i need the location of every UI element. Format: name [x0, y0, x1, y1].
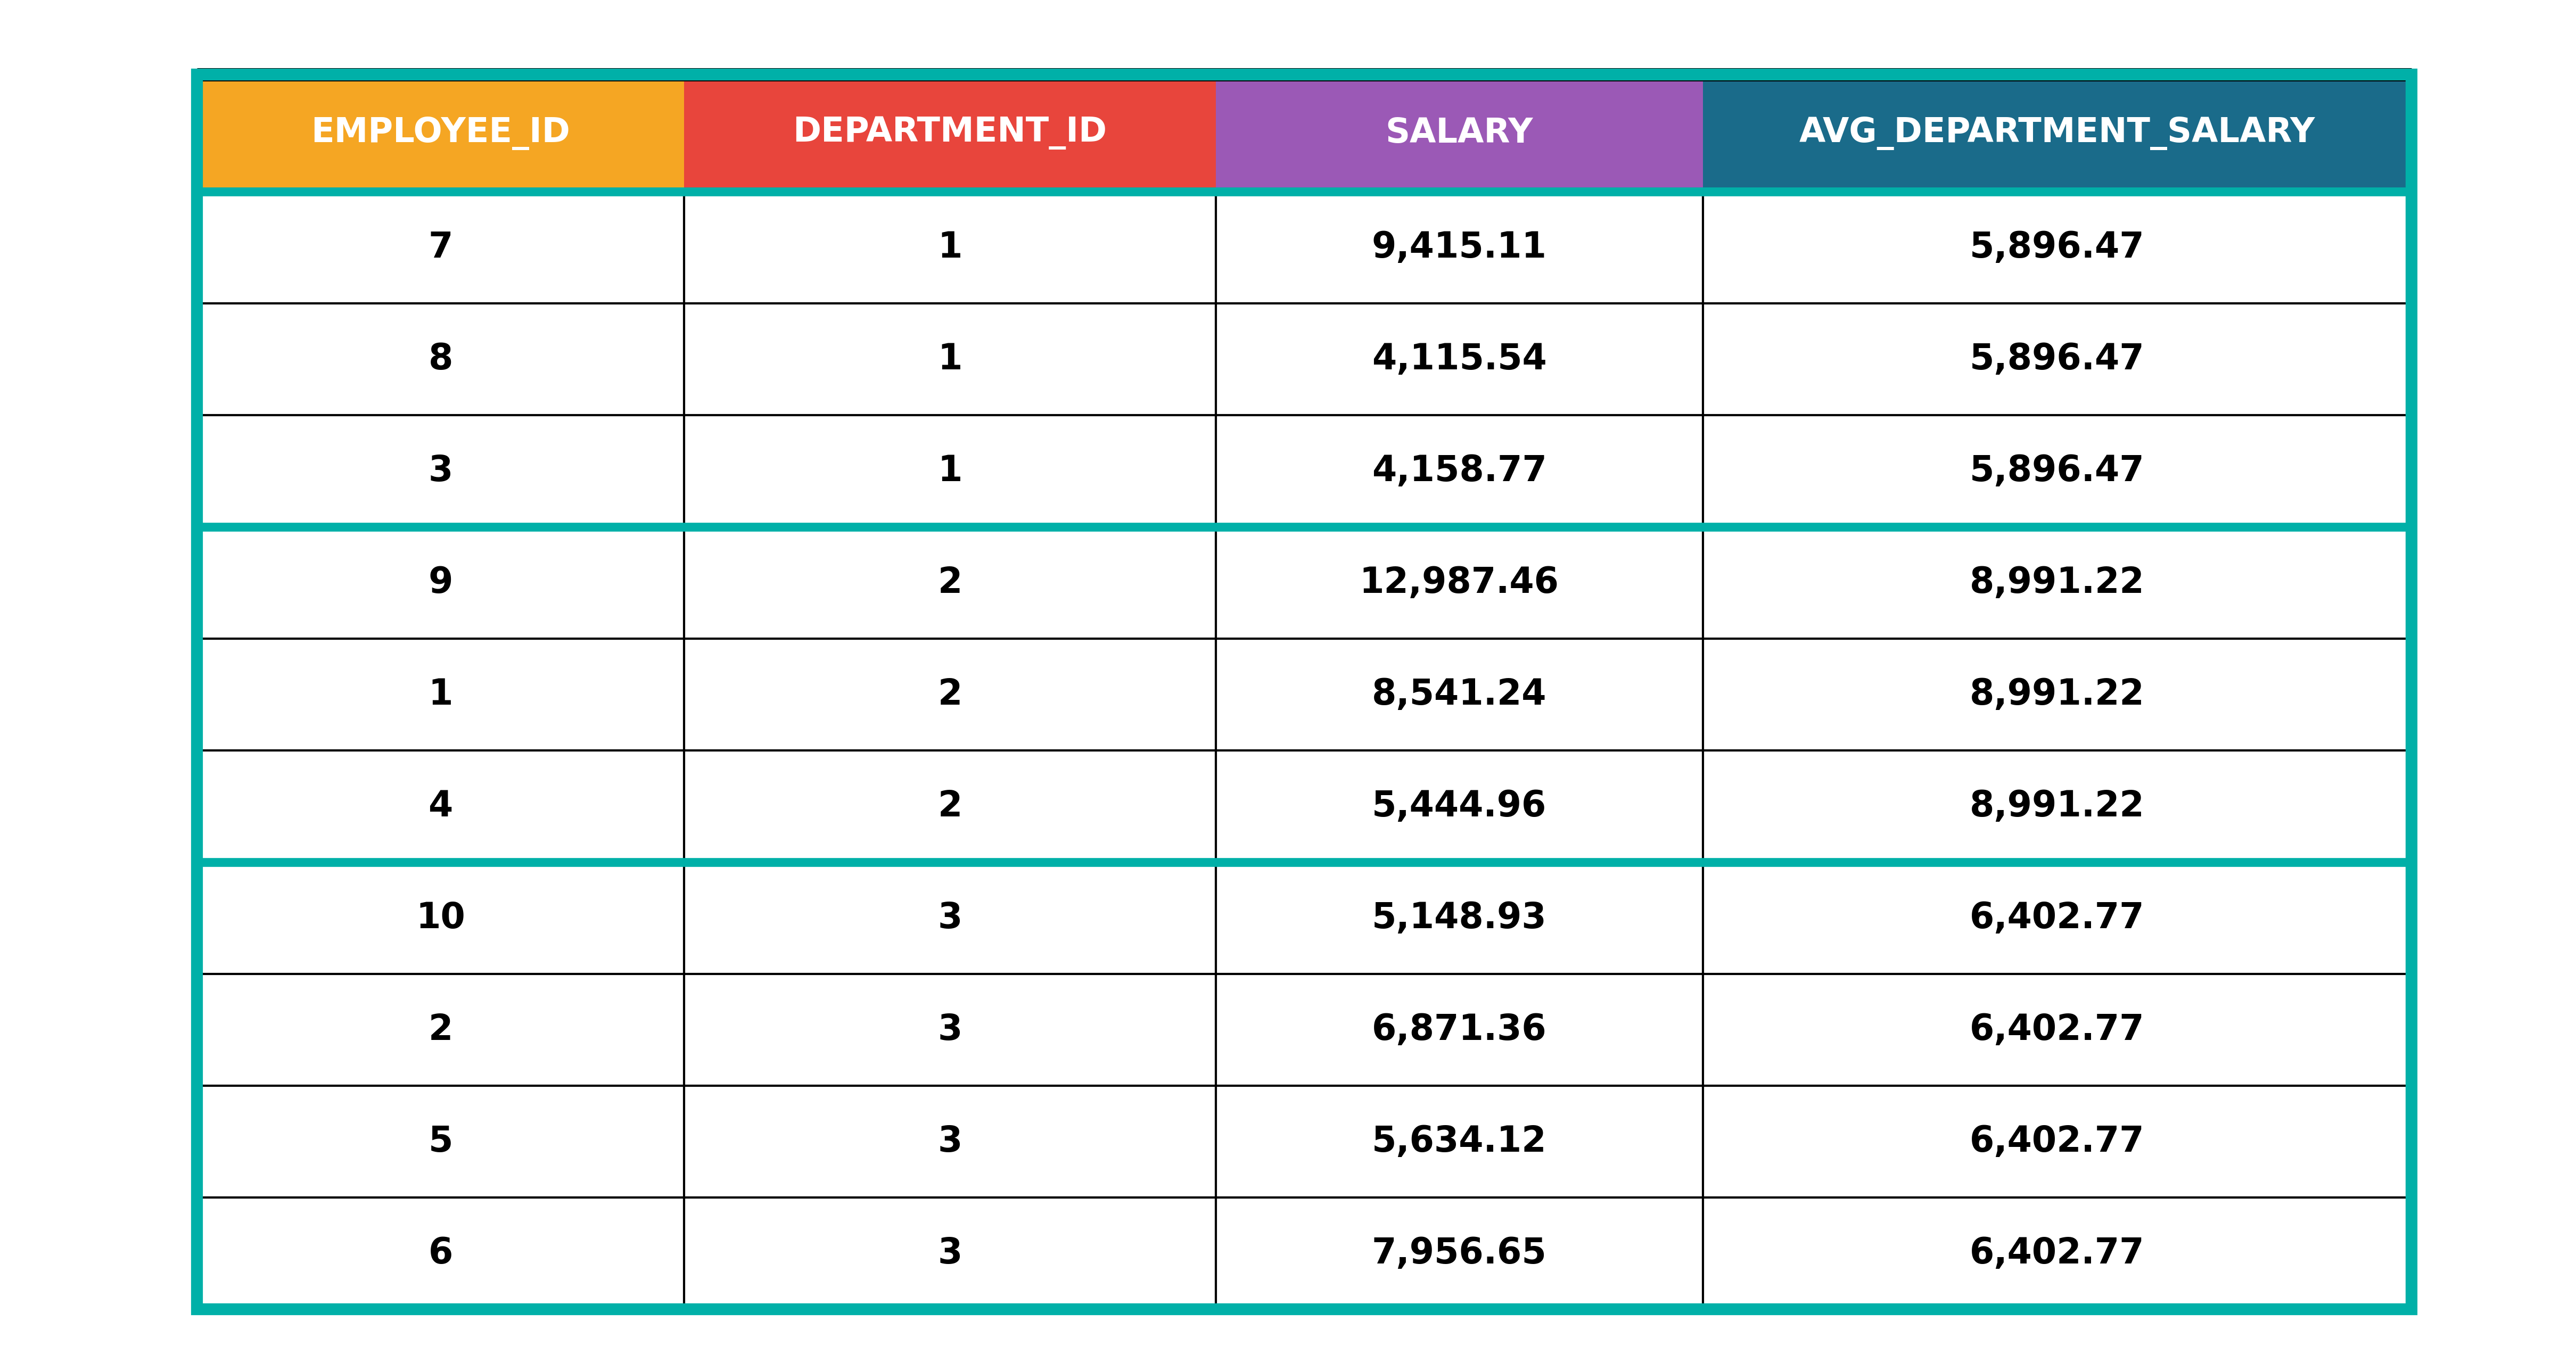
Bar	[1216, 639, 1703, 751]
Text: 5,896.47: 5,896.47	[1971, 342, 2146, 376]
Bar	[1216, 304, 1703, 416]
Bar	[1216, 751, 1703, 863]
Text: 1: 1	[938, 230, 963, 264]
Bar	[1216, 863, 1703, 975]
Text: 6,402.77: 6,402.77	[1971, 1124, 2146, 1159]
Bar	[685, 75, 1216, 192]
Text: 7,956.65: 7,956.65	[1373, 1236, 1546, 1270]
Bar	[1703, 863, 2411, 975]
Bar	[1703, 1198, 2411, 1310]
Text: 1: 1	[938, 342, 963, 376]
Text: 2: 2	[428, 1013, 453, 1047]
Bar	[196, 192, 685, 304]
Bar	[685, 1086, 1216, 1198]
Text: DEPARTMENT_ID: DEPARTMENT_ID	[793, 116, 1108, 150]
Bar	[1703, 192, 2411, 304]
Bar	[685, 527, 1216, 639]
Text: 3: 3	[938, 1124, 963, 1159]
Bar	[196, 639, 685, 751]
Text: 6: 6	[428, 1236, 453, 1270]
Bar	[1703, 751, 2411, 863]
Bar	[1216, 75, 1703, 192]
Text: 8: 8	[428, 342, 453, 376]
Text: 6,402.77: 6,402.77	[1971, 1236, 2146, 1270]
Bar	[1703, 527, 2411, 639]
Bar	[1703, 304, 2411, 416]
Bar	[685, 304, 1216, 416]
Text: 5,896.47: 5,896.47	[1971, 230, 2146, 264]
Text: 5,634.12: 5,634.12	[1373, 1124, 1546, 1159]
Text: 4,158.77: 4,158.77	[1373, 454, 1546, 488]
Bar	[196, 975, 685, 1086]
Bar	[196, 75, 2411, 1310]
Text: 12,987.46: 12,987.46	[1360, 566, 1558, 600]
Bar	[685, 863, 1216, 975]
Bar	[196, 1198, 685, 1310]
Bar	[196, 1086, 685, 1198]
Text: 6,402.77: 6,402.77	[1971, 1013, 2146, 1047]
Bar	[1216, 975, 1703, 1086]
Bar	[196, 863, 685, 975]
Text: 8,991.22: 8,991.22	[1971, 677, 2146, 711]
Text: 5,896.47: 5,896.47	[1971, 454, 2146, 488]
Bar	[1703, 975, 2411, 1086]
Bar	[196, 75, 685, 192]
Bar	[196, 527, 685, 639]
Text: 9,415.11: 9,415.11	[1370, 230, 1546, 264]
Bar	[685, 639, 1216, 751]
Text: 6,871.36: 6,871.36	[1373, 1013, 1546, 1047]
Bar	[685, 192, 1216, 304]
Text: 3: 3	[938, 1013, 963, 1047]
Bar	[1216, 1198, 1703, 1310]
Text: 10: 10	[415, 901, 466, 935]
Bar	[1216, 416, 1703, 527]
Text: 2: 2	[938, 789, 963, 823]
Bar	[196, 304, 685, 416]
Text: 7: 7	[428, 230, 453, 264]
Bar	[685, 1198, 1216, 1310]
Bar	[685, 975, 1216, 1086]
Text: EMPLOYEE_ID: EMPLOYEE_ID	[312, 116, 569, 150]
Text: 2: 2	[938, 677, 963, 711]
Text: 4,115.54: 4,115.54	[1373, 342, 1546, 376]
Text: 3: 3	[938, 1236, 963, 1270]
Bar	[1216, 527, 1703, 639]
Text: 1: 1	[428, 677, 453, 711]
Text: 4: 4	[428, 789, 453, 823]
Text: 8,991.22: 8,991.22	[1971, 789, 2146, 823]
Bar	[1216, 1086, 1703, 1198]
Bar	[1703, 75, 2411, 192]
Text: 9: 9	[428, 566, 453, 600]
Bar	[1216, 192, 1703, 304]
Text: 5: 5	[428, 1124, 453, 1159]
Text: 5,148.93: 5,148.93	[1373, 901, 1546, 935]
Bar	[685, 751, 1216, 863]
Text: 5,444.96: 5,444.96	[1373, 789, 1546, 823]
Text: 3: 3	[938, 901, 963, 935]
Bar	[1703, 416, 2411, 527]
Text: SALARY: SALARY	[1386, 117, 1533, 150]
Bar	[1703, 1086, 2411, 1198]
Bar	[1703, 639, 2411, 751]
Text: 8,541.24: 8,541.24	[1373, 677, 1546, 711]
Bar	[196, 416, 685, 527]
Text: 3: 3	[428, 454, 453, 488]
Bar	[196, 751, 685, 863]
Text: 1: 1	[938, 454, 963, 488]
Text: 2: 2	[938, 566, 963, 600]
Bar	[685, 416, 1216, 527]
Text: 6,402.77: 6,402.77	[1971, 901, 2146, 935]
Text: 8,991.22: 8,991.22	[1971, 566, 2146, 600]
Text: AVG_DEPARTMENT_SALARY: AVG_DEPARTMENT_SALARY	[1798, 116, 2316, 150]
